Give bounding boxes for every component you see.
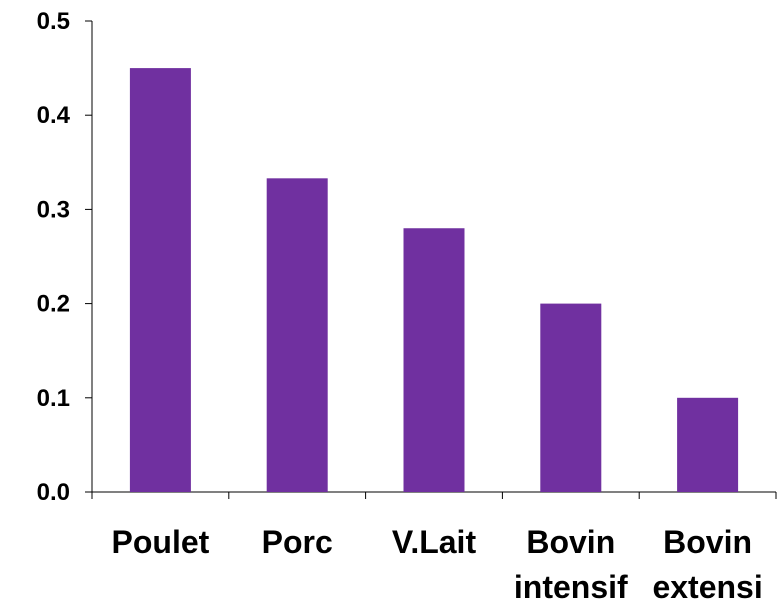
y-axis: 0.0 0.1 0.2 0.3 0.4 0.5 — [37, 8, 93, 506]
y-tick-label: 0.5 — [37, 8, 70, 35]
y-tick-label: 0.3 — [37, 196, 70, 223]
bars — [129, 68, 739, 493]
category-label: Porc — [262, 524, 333, 560]
category-label: V.Lait — [392, 524, 477, 560]
bar — [540, 303, 602, 492]
y-tick-label: 0.1 — [37, 385, 70, 412]
category-label: extensi — [652, 569, 762, 605]
category-label: Poulet — [112, 524, 210, 560]
category-label: intensif — [514, 569, 628, 605]
bar — [677, 397, 739, 492]
category-label: Bovin — [663, 524, 752, 560]
category-labels: Poulet Porc V.Lait Bovin intensif Bovin extens… — [112, 524, 763, 605]
x-axis — [91, 491, 777, 499]
bar — [403, 228, 465, 493]
y-tick-label: 0.4 — [37, 102, 71, 129]
bar — [129, 68, 191, 492]
y-tick-label: 0.2 — [37, 291, 70, 318]
y-tick-label: 0.0 — [37, 479, 70, 506]
bar — [266, 178, 328, 492]
category-label: Bovin — [526, 524, 615, 560]
